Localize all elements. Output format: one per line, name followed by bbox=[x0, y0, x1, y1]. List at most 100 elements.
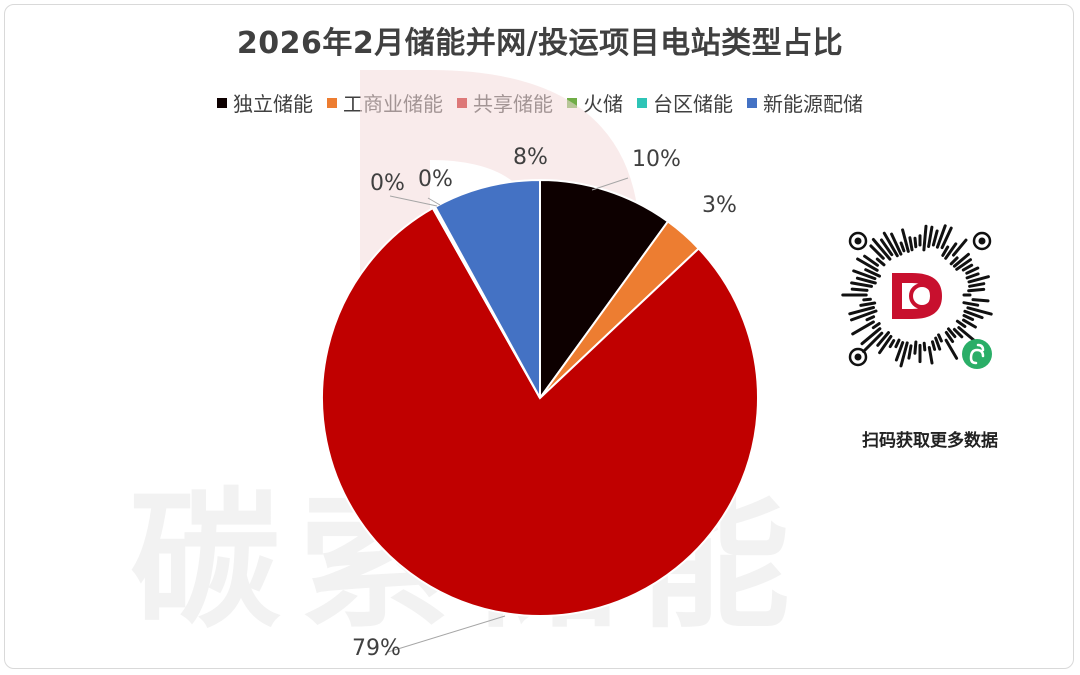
legend-item: 火储 bbox=[567, 88, 623, 117]
qr-module bbox=[864, 268, 881, 278]
qr-module bbox=[941, 245, 950, 257]
leader-line bbox=[591, 177, 629, 191]
legend-label: 新能源配储 bbox=[763, 92, 863, 116]
qr-module bbox=[940, 226, 953, 250]
qr-code[interactable] bbox=[841, 224, 993, 369]
qr-module bbox=[850, 309, 878, 322]
data-label: 8% bbox=[513, 145, 548, 170]
qr-eye bbox=[848, 231, 868, 251]
qr-module bbox=[952, 238, 968, 257]
qr-module bbox=[935, 224, 947, 249]
qr-module bbox=[962, 314, 975, 321]
qr-module bbox=[894, 341, 905, 362]
qr-module bbox=[851, 320, 875, 336]
qr-module bbox=[963, 309, 984, 320]
qr-module bbox=[860, 327, 882, 346]
qr-module bbox=[913, 340, 918, 355]
qr-module bbox=[899, 241, 906, 253]
qr-module bbox=[947, 327, 957, 339]
leader-line bbox=[389, 195, 438, 207]
qr-module bbox=[913, 236, 918, 249]
data-label: 0% bbox=[370, 171, 405, 196]
qr-module bbox=[937, 333, 943, 343]
data-label: 79% bbox=[352, 636, 401, 661]
qr-module bbox=[927, 346, 934, 365]
qr-module bbox=[965, 272, 980, 280]
qr-module bbox=[850, 281, 873, 288]
data-label: 3% bbox=[702, 193, 737, 218]
qr-module bbox=[949, 256, 959, 266]
qr-eye bbox=[848, 347, 868, 367]
qr-module bbox=[957, 326, 976, 342]
qr-module bbox=[968, 282, 986, 288]
qr-module bbox=[869, 244, 885, 260]
qr-module bbox=[899, 341, 909, 368]
leader-line bbox=[387, 615, 506, 653]
chart-title: 2026年2月储能并网/投运项目电站类型占比 bbox=[236, 26, 844, 61]
qr-eye bbox=[972, 231, 992, 251]
qr-module bbox=[848, 306, 875, 316]
qr-module bbox=[967, 287, 986, 293]
pie-slice bbox=[321, 206, 759, 617]
qr-module bbox=[888, 339, 896, 349]
qr-module bbox=[908, 236, 914, 252]
qr-module bbox=[955, 319, 967, 328]
qr-module bbox=[952, 252, 970, 268]
miniprogram-icon bbox=[962, 339, 992, 369]
qr-module bbox=[871, 238, 892, 261]
legend-swatch bbox=[567, 97, 577, 108]
pie-slice bbox=[539, 178, 670, 402]
legend-item: 台区储能 bbox=[637, 88, 733, 117]
qr-module bbox=[882, 231, 899, 258]
qr-module bbox=[952, 327, 964, 339]
data-label: 10% bbox=[632, 147, 681, 172]
qr-module bbox=[931, 229, 939, 247]
qr-module bbox=[894, 338, 901, 349]
qr-module bbox=[922, 341, 927, 352]
legend-swatch bbox=[217, 97, 227, 108]
legend-label: 台区储能 bbox=[653, 92, 733, 116]
qr-module bbox=[863, 254, 879, 267]
qr-module bbox=[859, 301, 877, 307]
qr-module bbox=[961, 263, 974, 272]
qr-caption: 扫码获取更多数据 bbox=[862, 431, 998, 451]
qr-module bbox=[965, 266, 980, 275]
data-label: 0% bbox=[418, 167, 453, 192]
qr-module bbox=[927, 225, 934, 248]
legend-item: 新能源配储 bbox=[747, 88, 863, 117]
qr-logo bbox=[892, 273, 942, 319]
qr-module bbox=[855, 276, 877, 285]
qr-module bbox=[901, 228, 910, 253]
qr-module bbox=[962, 301, 980, 307]
qr-module bbox=[966, 306, 993, 316]
pie-slice bbox=[433, 178, 541, 399]
qr-module bbox=[852, 269, 877, 281]
qr-module bbox=[934, 336, 942, 351]
qr-module bbox=[944, 242, 958, 260]
qr-module bbox=[955, 258, 972, 271]
legend-label: 火储 bbox=[583, 92, 623, 116]
qr-module bbox=[971, 298, 990, 303]
qr-module bbox=[962, 318, 977, 329]
qr-module bbox=[890, 232, 903, 256]
qr-module bbox=[944, 338, 959, 360]
qr-module bbox=[922, 224, 928, 252]
legend-label: 独立储能 bbox=[233, 92, 313, 116]
qr-module bbox=[880, 238, 894, 257]
qr-module bbox=[931, 340, 937, 351]
legend-swatch bbox=[637, 97, 647, 108]
qr-module bbox=[865, 315, 876, 322]
leader-line bbox=[427, 197, 441, 206]
legend-swatch bbox=[747, 97, 757, 108]
qr-module bbox=[944, 331, 955, 343]
qr-module bbox=[856, 257, 879, 272]
qr-module bbox=[878, 335, 893, 355]
legend-swatch bbox=[327, 97, 337, 108]
qr-module bbox=[907, 344, 913, 360]
qr-module bbox=[967, 275, 990, 284]
qr-module bbox=[871, 322, 881, 330]
qr-module bbox=[850, 287, 869, 292]
qr-module bbox=[876, 331, 890, 347]
qr-module bbox=[862, 331, 884, 353]
